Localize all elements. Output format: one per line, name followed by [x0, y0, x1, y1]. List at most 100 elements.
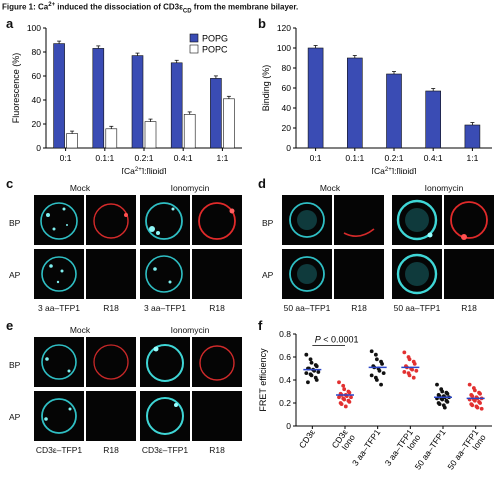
panel-letter-c: c [6, 176, 14, 191]
y-tick-label: 100 [277, 43, 291, 53]
y-tick-label: 0 [36, 143, 41, 153]
data-point [475, 405, 480, 410]
data-point [369, 349, 374, 354]
micrograph-bp-mock-r18 [86, 195, 136, 245]
data-point [407, 373, 412, 378]
micrograph-ap-iono-r18 [444, 249, 494, 299]
micrograph-ap-mock-r18 [86, 249, 136, 299]
x-tick-label: 0.4:1 [424, 153, 443, 163]
cell-red-image [450, 201, 488, 240]
data-point [369, 373, 374, 378]
x-tick-label: 3 aa–TFP1 [350, 427, 382, 467]
legend-label: POPC [202, 45, 228, 55]
micrograph-ap-mock-r18 [86, 391, 136, 441]
micrograph-bp-iono-tfp1 [392, 195, 442, 245]
micrograph-ap-iono-r18 [192, 391, 242, 441]
data-point [478, 401, 482, 405]
bar [53, 43, 65, 149]
y-axis-label: FRET efficiency [258, 348, 268, 412]
data-point [342, 397, 347, 402]
data-point [479, 406, 484, 411]
cell-red-image [199, 345, 235, 381]
row-label-ap: AP [262, 270, 274, 280]
data-point [412, 362, 417, 366]
chart-a-fluorescence: 0 20 40 60 80 100 0:1 0.1:1 0.2:1 0.4:1 1:1 Fluores… [11, 23, 242, 174]
cell-red-image [343, 228, 375, 237]
panel-letter-e: e [6, 318, 14, 333]
row-label-ap: AP [9, 412, 21, 422]
micrograph-bp-mock-tfp1 [34, 337, 84, 387]
y-axis-label: Binding (%) [261, 65, 271, 112]
y-tick-label: 80 [282, 63, 292, 73]
bar [210, 78, 222, 149]
x-tick-label: 0.2:1 [135, 153, 154, 163]
data-point [414, 368, 419, 373]
data-point [381, 371, 386, 375]
data-point [472, 388, 477, 393]
micrograph-bp-iono-tfp1 [140, 337, 190, 387]
cell-cyan-image [289, 202, 325, 238]
data-point [402, 350, 407, 355]
micrograph-ap-mock-r18 [334, 249, 384, 299]
legend-swatch [189, 44, 199, 54]
data-point [442, 405, 447, 410]
bar [170, 62, 183, 149]
mock-label: Mock [319, 183, 341, 193]
title-part: Figure 1: Ca [2, 2, 49, 12]
data-point [374, 357, 379, 362]
data-point [337, 395, 341, 400]
micrograph-ap-mock-tfp1 [34, 249, 84, 299]
micrograph-bp-mock-r18 [334, 195, 384, 245]
caption-cd3e-tfp1: CD3ε–TFP1 [141, 445, 189, 455]
y-tick-label: 20 [282, 123, 292, 133]
caption-r18: R18 [461, 303, 477, 313]
data-point [437, 402, 442, 407]
legend-swatch [189, 33, 199, 43]
panel-letter-d: d [258, 176, 266, 191]
figure-title: Figure 1: Ca2+ induced the dissociation … [2, 2, 298, 14]
cell-red-image [93, 203, 129, 239]
micrograph-bp-mock-r18 [86, 337, 136, 387]
cell-cyan-image [41, 256, 77, 292]
caption-r18: R18 [209, 445, 225, 455]
micrograph-bp-iono-r18 [444, 195, 494, 245]
chart-f-fret: 0 0.2 0.4 0.6 0.8 FRET efficiency CD3ε CD3εIono… [258, 329, 492, 471]
caption-tfp1: 3 aa–TFP1 [37, 303, 81, 313]
bar [347, 57, 363, 149]
y-tick-label: 60 [282, 83, 292, 93]
data-point [304, 371, 309, 375]
x-tick-label: CD3ε [297, 427, 317, 450]
title-part: induced the dissociation of CD3ε [55, 2, 183, 12]
caption-tfp1: 50 aa–TFP1 [283, 303, 331, 313]
cell-cyan-image [40, 202, 78, 240]
y-tick-label: 0 [286, 421, 291, 431]
ionomycin-label: Ionomycin [170, 325, 210, 335]
chart-b-binding: 0 20 40 60 80 100 120 0:1 0.1:1 0.2:1 0.4:1 1:1 Bind… [261, 23, 492, 174]
bar [144, 121, 157, 149]
bar [131, 55, 144, 149]
cell-cyan-image [41, 344, 77, 380]
cell-cyan-image [146, 397, 184, 435]
mock-label: Mock [69, 183, 91, 193]
data-point [445, 391, 450, 396]
y-tick-label: 0.8 [279, 329, 291, 339]
caption-r18: R18 [103, 303, 119, 313]
micrograph-ap-iono-tfp1 [140, 391, 190, 441]
micrograph-ap-mock-tfp1 [282, 249, 332, 299]
data-point [374, 378, 379, 382]
cell-cyan-image [396, 253, 438, 295]
y-axis-label: Fluorescence (%) [11, 53, 21, 124]
cell-cyan-image [146, 344, 184, 382]
significance-annotation: P < 0.0001 [315, 335, 359, 345]
data-point [349, 395, 353, 400]
row-label-bp: BP [9, 360, 21, 370]
bar [92, 48, 105, 149]
y-tick-label: 20 [32, 119, 42, 129]
row-label-ap: AP [9, 270, 21, 280]
title-sub: CD [182, 8, 192, 15]
data-point [309, 360, 314, 365]
data-point [316, 370, 321, 374]
panel-letter-f: f [258, 318, 263, 333]
data-point [309, 373, 314, 378]
data-point [347, 390, 352, 395]
